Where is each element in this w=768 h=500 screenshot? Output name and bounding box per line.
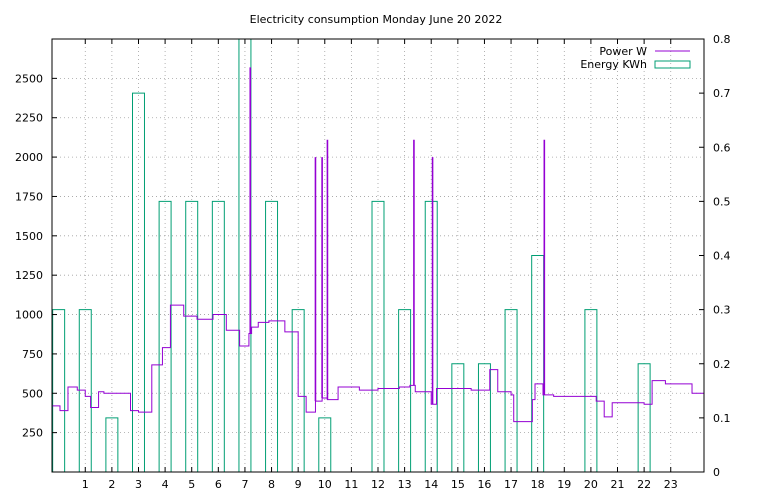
x-tick-label: 3	[135, 478, 142, 491]
x-tick-label: 16	[477, 478, 491, 491]
x-tick-label: 11	[344, 478, 358, 491]
y-tick-label: 1750	[15, 190, 43, 203]
y2-tick-label: 0.8	[713, 33, 731, 46]
legend-swatch-energy	[654, 60, 691, 69]
x-tick-label: 14	[424, 478, 438, 491]
y-tick-label: 2250	[15, 112, 43, 125]
y2-tick-label: 0.6	[713, 141, 731, 154]
x-tick-label: 1	[82, 478, 89, 491]
y-tick-label: 2000	[15, 151, 43, 164]
x-tick-label: 8	[268, 478, 275, 491]
legend: Power W Energy KWh	[580, 45, 691, 71]
x-tick-label: 5	[188, 478, 195, 491]
x-tick-label: 2	[108, 478, 115, 491]
y2-tick-label: 0.2	[713, 358, 731, 371]
x-tick-label: 22	[637, 478, 651, 491]
x-tick-label: 17	[504, 478, 518, 491]
x-tick-label: 19	[557, 478, 571, 491]
x-tick-label: 6	[215, 478, 222, 491]
x-tick-label: 12	[371, 478, 385, 491]
chart-title: Electricity consumption Monday June 20 2…	[250, 13, 503, 26]
x-tick-label: 13	[398, 478, 412, 491]
y-tick-label: 750	[22, 348, 43, 361]
x-tick-label: 7	[241, 478, 248, 491]
x-tick-label: 9	[295, 478, 302, 491]
x-tick-label: 18	[531, 478, 545, 491]
y2-tick-label: 0.5	[713, 195, 731, 208]
axis-layer: 1 2 3 4 5 6 7 8 9 10 11 12 13 14 15 16 17 18 19 20 21 22 23250…	[15, 33, 731, 491]
x-tick-label: 23	[664, 478, 678, 491]
x-tick-label: 21	[611, 478, 625, 491]
y2-tick-label: 0	[713, 466, 720, 479]
legend-label-power: Power W	[599, 45, 647, 58]
x-tick-label: 20	[584, 478, 598, 491]
legend-label-energy: Energy KWh	[580, 58, 647, 71]
y2-tick-label: 0.7	[713, 87, 731, 100]
y-tick-label: 2500	[15, 72, 43, 85]
y2-tick-label: 0.1	[713, 412, 731, 425]
y-tick-label: 1250	[15, 269, 43, 282]
y2-tick-label: 0.4	[713, 250, 731, 263]
y2-tick-label: 0.3	[713, 304, 731, 317]
grid-layer	[52, 39, 704, 472]
y-tick-label: 500	[22, 387, 43, 400]
y-tick-label: 1500	[15, 230, 43, 243]
power-line-layer	[52, 67, 704, 423]
x-tick-label: 10	[318, 478, 332, 491]
x-tick-label: 15	[451, 478, 465, 491]
x-tick-label: 4	[162, 478, 169, 491]
y-tick-label: 1000	[15, 309, 43, 322]
y-tick-label: 250	[22, 427, 43, 440]
energy-bar	[52, 309, 66, 473]
